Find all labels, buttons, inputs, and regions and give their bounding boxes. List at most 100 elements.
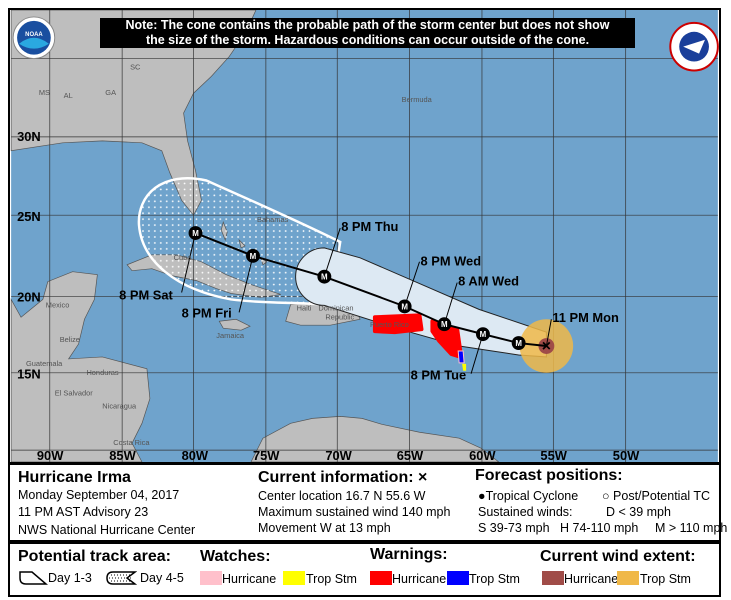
svg-text:M: M bbox=[515, 339, 522, 348]
forecast-point-tue: M bbox=[511, 336, 526, 350]
noaa-logo: NOAA bbox=[12, 16, 56, 60]
advisory-number: 11 PM AST Advisory 23 bbox=[18, 505, 149, 519]
svg-text:AL: AL bbox=[64, 91, 73, 100]
wind-d: D < 39 mph bbox=[606, 505, 671, 519]
nws-logo bbox=[669, 21, 719, 72]
trop-storm-watch-area bbox=[462, 363, 467, 371]
lat-label: 30N bbox=[17, 129, 41, 144]
label-8am-wed: 8 AM Wed bbox=[458, 274, 519, 289]
wind-extent-title: Current wind extent: bbox=[540, 548, 696, 565]
svg-text:MS: MS bbox=[39, 88, 50, 97]
hurricane-warning-swatch bbox=[370, 571, 392, 585]
legend-tropical-cyclone: ●Tropical Cyclone bbox=[478, 489, 579, 503]
current-position-icon: × bbox=[542, 338, 551, 355]
lon-label: 55W bbox=[540, 448, 567, 463]
lon-label: 65W bbox=[397, 448, 424, 463]
lon-label: 50W bbox=[613, 448, 640, 463]
svg-text:Dominican: Dominican bbox=[318, 303, 353, 312]
svg-text:M: M bbox=[192, 229, 199, 238]
map: M M M M M M M × 11 PM Mon 8 PM Tue 8 AM … bbox=[8, 8, 721, 464]
lat-label: 25N bbox=[17, 209, 41, 224]
svg-text:M: M bbox=[321, 273, 328, 282]
trop-storm-warning-area bbox=[457, 350, 465, 364]
center-location: Center location 16.7 N 55.6 W bbox=[258, 489, 426, 503]
svg-text:SC: SC bbox=[130, 62, 141, 71]
info-panel: Hurricane Irma Monday September 04, 2017… bbox=[8, 463, 727, 542]
lat-label: 15N bbox=[17, 367, 41, 382]
current-info-title: Current information: × bbox=[258, 469, 428, 486]
issuing-center: NWS National Hurricane Center bbox=[18, 523, 196, 537]
filled-circle-icon: ● bbox=[478, 489, 486, 503]
wind-m: M > 110 mph bbox=[655, 521, 728, 535]
svg-text:Republic: Republic bbox=[325, 312, 354, 321]
advisory-date: Monday September 04, 2017 bbox=[18, 488, 180, 502]
legend-post-tc: ○ Post/Potential TC bbox=[602, 489, 711, 503]
svg-text:Guatemala: Guatemala bbox=[26, 359, 63, 368]
label-8pm-fri: 8 PM Fri bbox=[182, 305, 232, 320]
svg-text:Bahamas: Bahamas bbox=[257, 215, 289, 224]
svg-text:M: M bbox=[441, 320, 448, 329]
hurricane-watch-label: Hurricane bbox=[222, 572, 277, 586]
lon-label: 85W bbox=[109, 448, 136, 463]
forecast-point-thu: M bbox=[397, 299, 412, 314]
forecast-point-fri: M bbox=[317, 269, 332, 284]
forecast-labels: 11 PM Mon 8 PM Tue 8 AM Wed 8 PM Wed 8 P… bbox=[119, 219, 619, 383]
svg-text:NOAA: NOAA bbox=[25, 32, 43, 38]
forecast-point-wed-pm: M bbox=[437, 317, 452, 332]
svg-text:M: M bbox=[401, 302, 408, 311]
movement: Movement W at 13 mph bbox=[258, 521, 391, 535]
note-line-1: Note: The cone contains the probable pat… bbox=[125, 18, 610, 32]
hurricane-wind-swatch bbox=[542, 571, 564, 585]
svg-text:Belize: Belize bbox=[60, 335, 80, 344]
svg-text:Cuba: Cuba bbox=[174, 253, 193, 262]
day-1-3-cone-icon bbox=[19, 571, 48, 585]
trop-storm-wind-label: Trop Stm bbox=[640, 572, 691, 586]
hurricane-warning-label: Hurricane bbox=[392, 572, 447, 586]
lon-label: 90W bbox=[37, 448, 64, 463]
forecast-positions-title: Forecast positions: bbox=[475, 467, 623, 484]
svg-text:Bermuda: Bermuda bbox=[402, 95, 433, 104]
label-8pm-wed: 8 PM Wed bbox=[421, 254, 482, 269]
forecast-point-sun: M bbox=[188, 226, 203, 240]
lon-label: 60W bbox=[469, 448, 496, 463]
svg-text:GA: GA bbox=[105, 88, 116, 97]
svg-text:Honduras: Honduras bbox=[86, 368, 118, 377]
label-8pm-sat: 8 PM Sat bbox=[119, 287, 173, 302]
svg-text:Jamaica: Jamaica bbox=[216, 331, 245, 340]
open-circle-icon: ○ bbox=[602, 489, 610, 503]
lat-label: 20N bbox=[17, 289, 41, 304]
jamaica bbox=[218, 318, 251, 331]
place-labels: MS AL GA SC Bermuda Bahamas Cuba Mexico Beli… bbox=[26, 62, 433, 447]
legend-panel: Potential track area: Day 1-3 Day 4-5 Wa… bbox=[8, 542, 721, 597]
label-leaders bbox=[181, 227, 552, 374]
svg-text:Haiti: Haiti bbox=[297, 303, 312, 312]
day-4-5-label: Day 4-5 bbox=[140, 571, 184, 585]
trop-storm-watch-label: Trop Stm bbox=[306, 572, 357, 586]
svg-text:M: M bbox=[480, 330, 487, 339]
warnings-title: Warnings: bbox=[370, 546, 448, 563]
cone-day-4-5 bbox=[137, 177, 342, 307]
hurricane-wind-label: Hurricane bbox=[564, 572, 619, 586]
svg-text:Mexico: Mexico bbox=[46, 300, 70, 309]
svg-text:Nicaragua: Nicaragua bbox=[102, 401, 137, 410]
cone-disclaimer-note: Note: The cone contains the probable pat… bbox=[100, 18, 635, 48]
wind-h: H 74-110 mph bbox=[560, 521, 639, 535]
track-area-title: Potential track area: bbox=[18, 548, 171, 565]
note-line-2: the size of the storm. Hazardous conditi… bbox=[145, 33, 590, 47]
trop-storm-watch-swatch bbox=[283, 571, 305, 585]
axis-labels: 90W 85W 80W 75W 70W 65W 60W 55W 50W 30N 25N 2… bbox=[17, 129, 640, 463]
watches-title: Watches: bbox=[200, 548, 271, 565]
wind-s: S 39-73 mph bbox=[478, 521, 550, 535]
storm-name: Hurricane Irma bbox=[18, 469, 131, 486]
day-4-5-cone-icon bbox=[106, 571, 137, 585]
svg-text:Costa Rica: Costa Rica bbox=[113, 438, 150, 447]
svg-text:El Salvador: El Salvador bbox=[55, 389, 93, 398]
max-wind: Maximum sustained wind 140 mph bbox=[258, 505, 451, 519]
lon-label: 70W bbox=[325, 448, 352, 463]
day-1-3-label: Day 1-3 bbox=[48, 571, 92, 585]
lon-label: 75W bbox=[253, 448, 280, 463]
svg-text:M: M bbox=[250, 252, 257, 261]
forecast-point-wed-am: M bbox=[476, 327, 490, 342]
mexico-central-america bbox=[10, 271, 151, 462]
svg-text:Puerto Rico: Puerto Rico bbox=[370, 320, 409, 329]
